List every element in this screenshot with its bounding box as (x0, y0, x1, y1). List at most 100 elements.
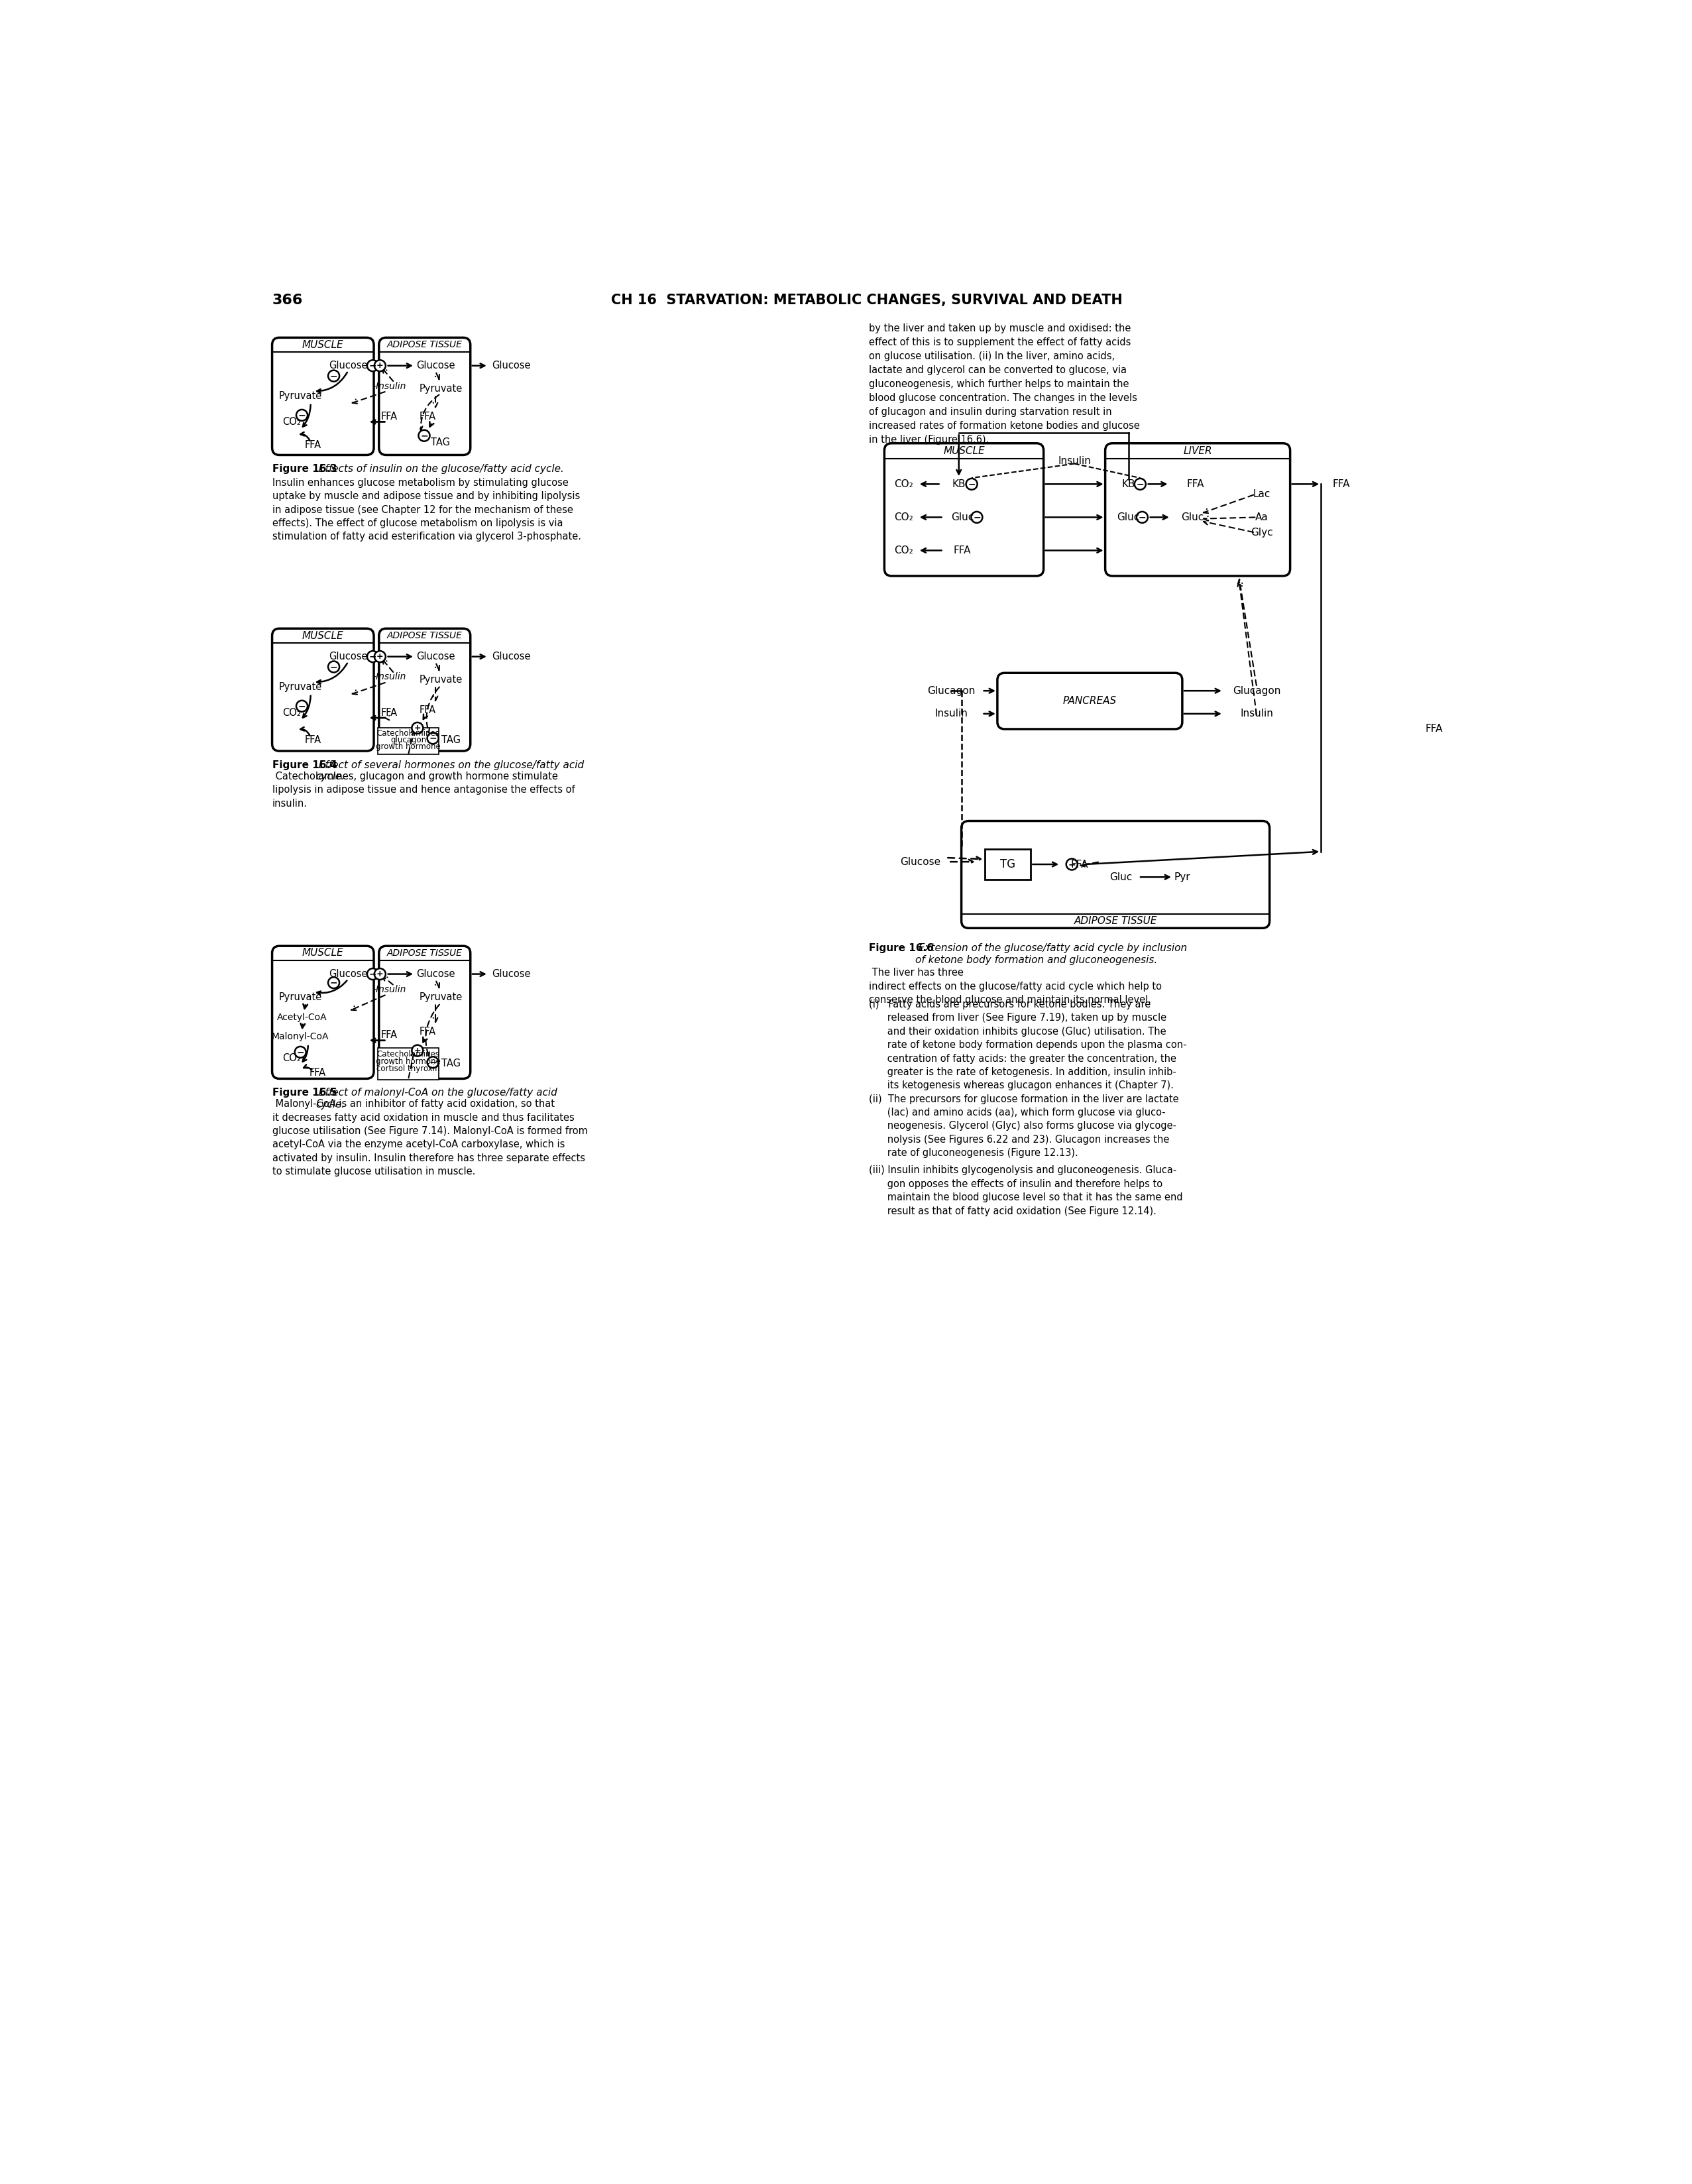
Circle shape (328, 662, 340, 673)
Text: Pyr: Pyr (1174, 871, 1191, 882)
Circle shape (296, 411, 308, 422)
Circle shape (966, 478, 978, 489)
Text: ADIPOSE TISSUE: ADIPOSE TISSUE (387, 948, 462, 959)
FancyBboxPatch shape (885, 443, 1044, 577)
Circle shape (411, 1044, 423, 1057)
Text: −: − (296, 1048, 305, 1057)
Text: Malonyl-CoA: Malonyl-CoA (272, 1033, 328, 1042)
Text: by the liver and taken up by muscle and oxidised: the
effect of this is to suppl: by the liver and taken up by muscle and … (870, 323, 1140, 446)
FancyBboxPatch shape (379, 629, 470, 751)
Bar (377, 1048, 438, 1079)
Text: TAG: TAG (442, 1059, 460, 1068)
Circle shape (971, 511, 983, 522)
Text: growth hormone: growth hormone (376, 1057, 440, 1066)
Text: CH 16  STARVATION: METABOLIC CHANGES, SURVIVAL AND DEATH: CH 16 STARVATION: METABOLIC CHANGES, SUR… (611, 293, 1122, 308)
Text: Gluc: Gluc (951, 513, 975, 522)
Text: FFA: FFA (1425, 725, 1443, 734)
Text: FFA: FFA (1186, 478, 1205, 489)
Text: ADIPOSE TISSUE: ADIPOSE TISSUE (387, 341, 462, 349)
FancyBboxPatch shape (272, 629, 374, 751)
Text: Glucose: Glucose (416, 360, 455, 371)
Text: Catecholamines, glucagon and growth hormone stimulate
lipolysis in adipose tissu: Catecholamines, glucagon and growth horm… (272, 771, 575, 808)
Text: −: − (968, 480, 976, 489)
Text: Gluc: Gluc (1110, 871, 1132, 882)
Text: Effect of several hormones on the glucose/fatty acid
cycle.: Effect of several hormones on the glucos… (316, 760, 584, 782)
Text: FFA: FFA (420, 413, 437, 422)
Text: The liver has three
indirect effects on the glucose/fatty acid cycle which help : The liver has three indirect effects on … (870, 968, 1162, 1005)
Circle shape (374, 968, 386, 981)
FancyBboxPatch shape (379, 339, 470, 454)
Text: Pyruvate: Pyruvate (279, 681, 321, 692)
Text: FFA: FFA (420, 1026, 437, 1037)
FancyBboxPatch shape (379, 946, 470, 1079)
Circle shape (296, 701, 308, 712)
Text: FFA: FFA (1071, 858, 1088, 869)
Text: CO₂: CO₂ (895, 513, 914, 522)
Text: FFA: FFA (305, 734, 321, 745)
Text: Figure 16.3: Figure 16.3 (272, 465, 337, 474)
Text: Figure 16.6: Figure 16.6 (870, 943, 934, 954)
Text: Glucose: Glucose (328, 651, 367, 662)
Text: CO₂: CO₂ (283, 417, 301, 426)
Text: Lac: Lac (1254, 489, 1271, 500)
Text: −: − (1068, 860, 1076, 869)
Text: Catecholamines: Catecholamines (377, 1051, 440, 1059)
Text: −: − (330, 371, 338, 380)
Text: Pyruvate: Pyruvate (279, 391, 321, 402)
Circle shape (426, 732, 438, 745)
Text: Glucose: Glucose (492, 651, 531, 662)
Text: CO₂: CO₂ (283, 708, 301, 719)
Text: −: − (369, 360, 377, 371)
Text: CO₂: CO₂ (895, 478, 914, 489)
Text: +: + (376, 970, 384, 978)
Bar (377, 727, 438, 756)
Text: glucagon: glucagon (391, 736, 426, 745)
Circle shape (1066, 858, 1078, 869)
Text: ADIPOSE TISSUE: ADIPOSE TISSUE (1074, 915, 1157, 926)
Text: MUSCLE: MUSCLE (303, 948, 343, 959)
Text: Acetyl-CoA: Acetyl-CoA (277, 1013, 327, 1022)
FancyBboxPatch shape (272, 946, 374, 1079)
Text: (iii) Insulin inhibits glycogenolysis and gluconeogenesis. Gluca-
      gon oppo: (iii) Insulin inhibits glycogenolysis an… (870, 1166, 1183, 1216)
Text: KB: KB (1122, 478, 1135, 489)
Circle shape (367, 360, 379, 371)
Text: Effect of malonyl-CoA on the glucose/fatty acid
cycle.: Effect of malonyl-CoA on the glucose/fat… (316, 1088, 557, 1109)
Text: −: − (1139, 513, 1145, 522)
Text: Glucagon: Glucagon (927, 686, 975, 697)
Text: +: + (415, 723, 421, 732)
Text: Pyruvate: Pyruvate (279, 992, 321, 1002)
Text: Insulin: Insulin (1058, 456, 1091, 465)
Text: FFA: FFA (1333, 478, 1350, 489)
Text: −: − (430, 1057, 437, 1068)
Text: LIVER: LIVER (1183, 446, 1211, 456)
Text: Glucagon: Glucagon (1233, 686, 1281, 697)
Bar (985, 850, 1030, 880)
Circle shape (411, 723, 423, 734)
Circle shape (374, 360, 386, 371)
Text: Pyruvate: Pyruvate (420, 675, 462, 684)
Text: Catecholamines: Catecholamines (377, 729, 440, 738)
Text: −: − (369, 653, 377, 662)
Text: −: − (420, 430, 428, 441)
Text: FFA: FFA (381, 1031, 398, 1040)
Circle shape (1135, 478, 1145, 489)
Text: MUSCLE: MUSCLE (303, 341, 343, 349)
Text: −: − (298, 701, 306, 710)
Text: TAG: TAG (431, 437, 450, 448)
Text: PANCREAS: PANCREAS (1063, 697, 1117, 705)
Text: Glucose: Glucose (492, 360, 531, 371)
Text: Glucose: Glucose (328, 970, 367, 978)
Text: −: − (430, 734, 437, 743)
Text: Glyc: Glyc (1250, 529, 1272, 537)
FancyBboxPatch shape (961, 821, 1269, 928)
Text: Gluc: Gluc (1181, 513, 1205, 522)
Text: MUSCLE: MUSCLE (303, 631, 343, 640)
Text: Figure 16.5: Figure 16.5 (272, 1088, 337, 1099)
Text: CO₂: CO₂ (895, 546, 914, 555)
Text: Effects of insulin on the glucose/fatty acid cycle.: Effects of insulin on the glucose/fatty … (316, 465, 563, 474)
Text: −: − (973, 513, 981, 522)
Text: cortisol thyroxin: cortisol thyroxin (377, 1064, 440, 1072)
Text: −: − (1137, 480, 1144, 489)
FancyBboxPatch shape (1105, 443, 1289, 577)
Circle shape (367, 651, 379, 662)
